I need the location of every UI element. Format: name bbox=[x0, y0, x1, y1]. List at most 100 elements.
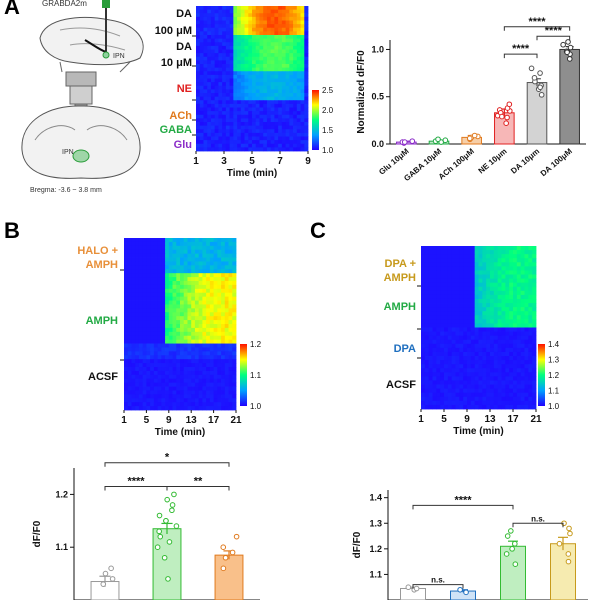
heatmap-cell bbox=[206, 253, 211, 258]
heatmap-cell bbox=[187, 284, 192, 290]
heatmap-cell bbox=[259, 96, 264, 101]
heatmap-cell bbox=[274, 143, 279, 148]
heatmap-cell bbox=[196, 38, 201, 43]
heatmap-cell bbox=[304, 35, 309, 40]
heatmap-cell bbox=[168, 394, 173, 399]
heatmap-cell bbox=[228, 257, 233, 262]
heatmap-cell bbox=[127, 320, 132, 325]
heatmap-cell bbox=[444, 396, 449, 402]
heatmap-cell bbox=[217, 261, 222, 266]
heatmap-cell bbox=[142, 324, 147, 329]
heatmap-cell bbox=[447, 274, 453, 279]
heatmap-cell bbox=[221, 382, 226, 387]
heatmap-cell bbox=[191, 316, 196, 321]
heatmap-cell bbox=[482, 294, 487, 300]
heatmap-cell bbox=[505, 319, 510, 324]
heatmap-cell bbox=[513, 360, 518, 365]
heatmap-cell bbox=[263, 31, 268, 36]
heatmap-cell bbox=[224, 331, 229, 337]
heatmap-cell bbox=[225, 147, 230, 152]
heatmap-cell bbox=[459, 278, 464, 284]
heatmap-cell bbox=[263, 24, 268, 29]
heatmap-cell bbox=[150, 398, 155, 403]
heatmap-cell bbox=[255, 31, 260, 36]
heatmap-cell bbox=[497, 335, 502, 341]
heatmap-cell bbox=[194, 292, 200, 298]
heatmap-cell bbox=[176, 390, 181, 395]
heatmap-cell bbox=[244, 74, 249, 79]
heatmap-cell bbox=[224, 284, 229, 290]
heatmap-cell bbox=[218, 93, 223, 98]
heatmap-cell bbox=[285, 78, 290, 83]
heatmap-cell bbox=[440, 356, 445, 361]
heatmap-cell bbox=[490, 282, 495, 288]
heatmap-cell bbox=[225, 140, 230, 145]
heatmap-cell bbox=[255, 35, 260, 40]
heatmap-cell bbox=[524, 286, 529, 292]
heatmap-cell bbox=[447, 376, 453, 381]
heatmap-cell bbox=[203, 93, 208, 98]
heatmap-cell bbox=[266, 118, 272, 123]
heatmap-cell bbox=[252, 20, 257, 25]
heatmap-cell bbox=[436, 356, 441, 361]
heatmap-cell bbox=[270, 6, 275, 11]
heatmap-cell bbox=[142, 312, 147, 317]
heatmap-cell bbox=[528, 339, 533, 345]
heatmap-cell bbox=[180, 277, 185, 282]
heatmap-cell bbox=[455, 368, 460, 373]
heatmap-cell bbox=[135, 355, 140, 360]
heatmap-cell bbox=[194, 238, 200, 243]
heatmap-cell bbox=[142, 406, 147, 411]
heatmap-cell bbox=[478, 270, 483, 275]
heatmap-cell bbox=[224, 249, 229, 255]
heatmap-cell bbox=[440, 250, 445, 255]
heatmap-cell bbox=[451, 282, 456, 288]
heatmap-cell bbox=[232, 269, 237, 274]
heatmap-cell bbox=[293, 24, 298, 29]
heatmap-cell bbox=[135, 331, 140, 337]
heatmap-cell bbox=[157, 273, 162, 278]
heatmap-cell bbox=[165, 261, 170, 266]
heatmap-cell bbox=[463, 270, 468, 275]
heatmap-cell bbox=[497, 298, 502, 304]
heatmap-cell bbox=[150, 363, 155, 368]
heatmap-cell bbox=[146, 316, 151, 321]
heatmap-cell bbox=[157, 347, 162, 352]
heatmap-cell bbox=[233, 56, 238, 61]
heatmap-cell bbox=[285, 53, 290, 58]
heatmap-cell bbox=[516, 307, 522, 312]
heatmap-cell bbox=[532, 388, 537, 394]
heatmap-cell bbox=[127, 241, 132, 247]
heatmap-cell bbox=[296, 114, 301, 119]
heatmap-cell bbox=[478, 400, 483, 406]
heatmap-cell bbox=[153, 335, 158, 341]
heatmap-cell bbox=[432, 311, 437, 316]
heatmap-cell bbox=[165, 284, 170, 290]
heatmap-cell bbox=[304, 24, 309, 29]
heatmap-cell bbox=[225, 67, 230, 72]
heatmap-cell bbox=[194, 288, 200, 294]
heatmap-cell bbox=[478, 351, 483, 357]
heatmap-cell bbox=[218, 140, 223, 145]
heatmap-cell bbox=[222, 100, 227, 105]
heatmap-cell bbox=[447, 246, 453, 251]
heatmap-cell bbox=[157, 249, 162, 255]
heatmap-cell bbox=[470, 307, 476, 312]
heatmap-cell bbox=[233, 85, 238, 90]
heatmap-cell bbox=[202, 273, 207, 278]
heatmap-cell bbox=[222, 93, 227, 98]
heatmap-cell bbox=[224, 296, 229, 301]
heatmap-cell bbox=[432, 319, 437, 324]
heatmap-cell bbox=[172, 382, 177, 387]
heatmap-cell bbox=[210, 67, 216, 72]
heatmap-cell bbox=[157, 304, 162, 309]
heatmap-cell bbox=[127, 386, 132, 391]
heatmap-cell bbox=[467, 384, 472, 390]
heatmap-cell bbox=[187, 355, 192, 360]
heatmap-cell bbox=[142, 378, 147, 384]
heatmap-cell bbox=[266, 38, 272, 43]
heatmap-cell bbox=[196, 118, 201, 123]
heatmap-cell bbox=[218, 82, 223, 87]
heatmap-cell bbox=[232, 367, 237, 372]
heatmap-cell bbox=[274, 107, 279, 112]
